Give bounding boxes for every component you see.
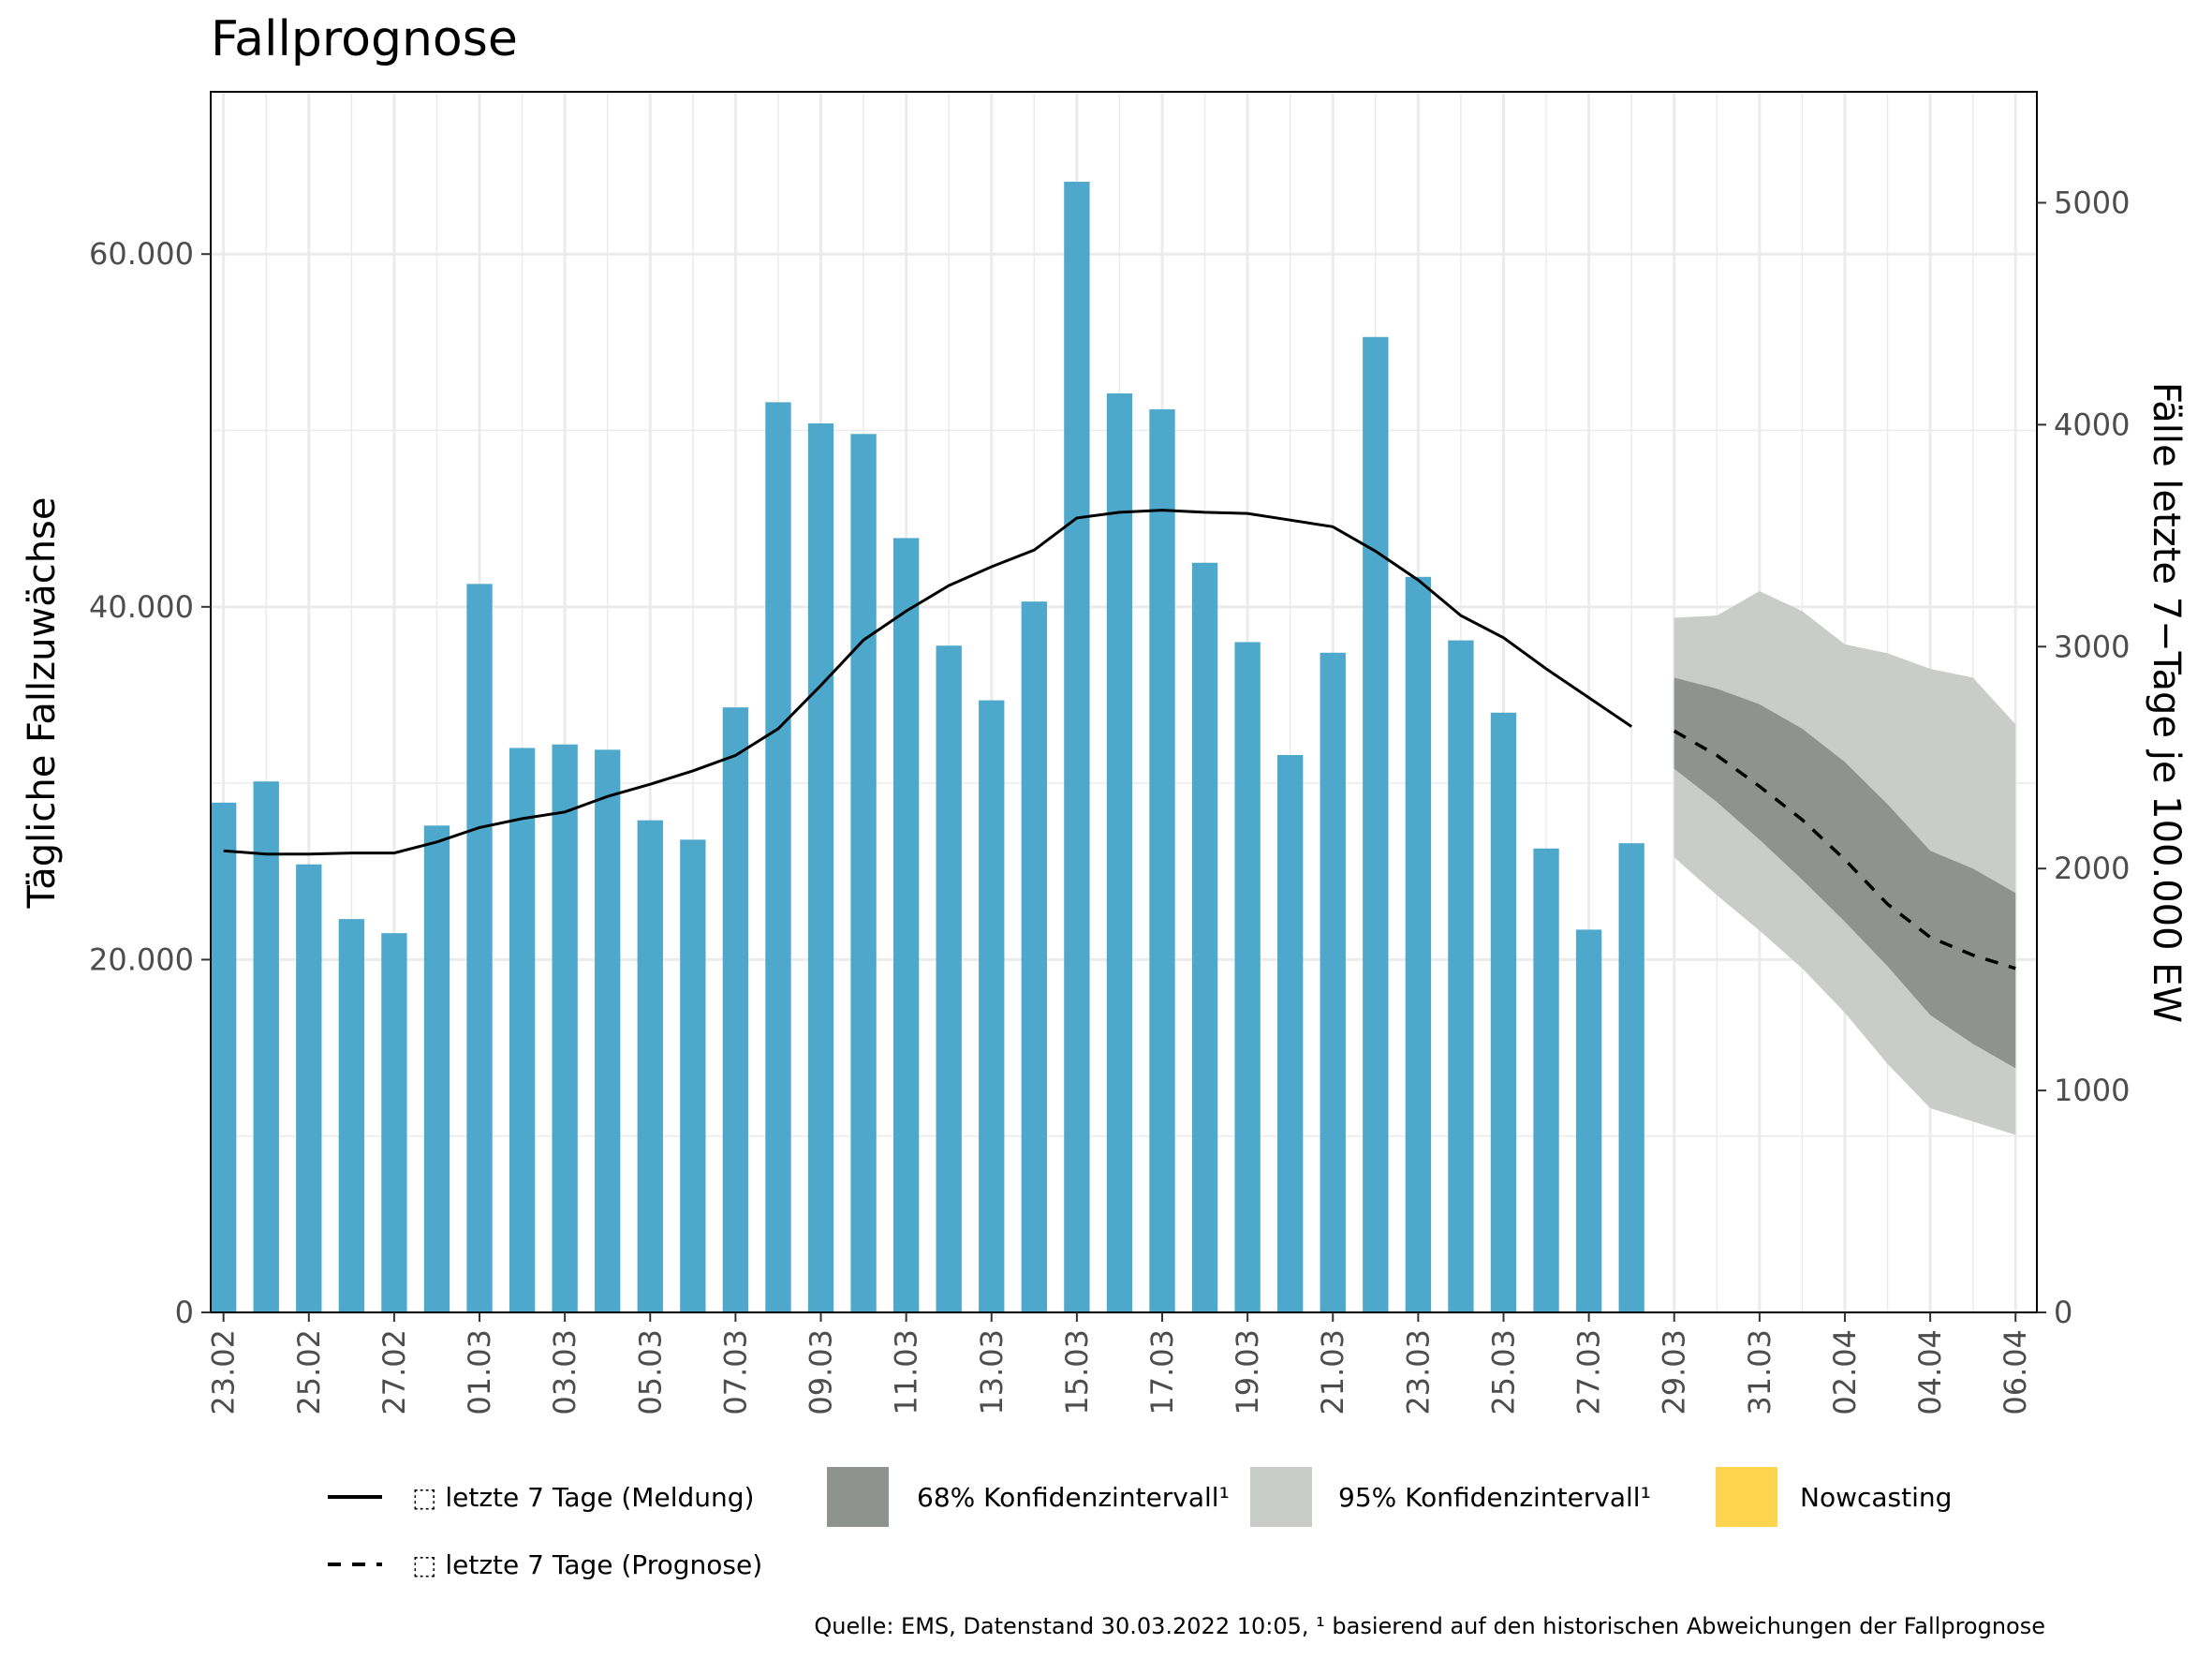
bar [595,749,621,1312]
bar [1191,562,1218,1312]
bar [1448,640,1474,1312]
legend: ⬚ letzte 7 Tage (Meldung) 68% Konfidenzin… [328,1467,1952,1580]
bar [850,434,877,1313]
x-axis: 23.02 25.02 27.02 01.03 03.03 05.03 07.03 09.03… [206,1312,2033,1415]
bar [423,825,450,1312]
bar [680,839,706,1312]
y-axis-right-label: Fälle letzte 7−Tage je 100.000 EW [2145,382,2188,1023]
bar [1618,843,1644,1312]
x-tick-label: 11.03 [889,1329,924,1415]
y-right-tick-label: 3000 [2054,629,2130,664]
bar [979,700,1005,1312]
y-axis-left-label: Tägliche Fallzuwächse [21,496,64,909]
legend-swatch-nowcasting [1716,1467,1777,1527]
bar [1021,601,1047,1312]
bar [552,744,578,1312]
bar [1575,929,1602,1312]
incidence-reported-line [223,509,1633,856]
legend-label-ci68: 68% Konfidenzintervall¹ [917,1482,1230,1513]
y-left-tick-label: 20.000 [89,941,194,977]
bar [807,422,834,1312]
bar [1234,642,1261,1312]
bar [1064,182,1090,1312]
x-tick-label: 13.03 [974,1329,1010,1415]
x-tick-label: 01.03 [462,1329,497,1415]
source-note: Quelle: EMS, Datenstand 30.03.2022 10:05… [814,1613,2045,1639]
y-right-tick-label: 5000 [2054,185,2130,220]
plot-border [210,91,2038,1313]
bar [296,864,322,1312]
chart-title: Fallprognose [211,11,518,67]
bar [1320,652,1346,1312]
ci68-band [1674,677,2016,1069]
legend-label-reported: ⬚ letzte 7 Tage (Meldung) [412,1482,754,1513]
x-tick-label: 27.02 [376,1329,412,1415]
ci68-band-group [1674,677,2016,1069]
bars-group [211,182,1644,1313]
x-tick-label: 09.03 [804,1329,839,1415]
bar [381,933,407,1312]
x-tick-label: 05.03 [632,1329,668,1415]
bar [338,919,365,1312]
right-axis: 0 1000 2000 3000 4000 5000 [2037,185,2130,1330]
lines-group [223,509,2016,970]
y-left-tick-label: 60.000 [89,236,194,272]
bar [722,707,749,1312]
left-axis: 0 20.000 40.000 60.000 [89,236,211,1330]
bar [1106,393,1133,1312]
legend-label-ci95: 95% Konfidenzintervall¹ [1338,1482,1651,1513]
x-tick-label: 04.04 [1912,1329,1948,1415]
bar [1363,336,1389,1313]
x-tick-label: 25.02 [291,1329,327,1415]
legend-swatch-ci68 [827,1467,889,1527]
bar [509,748,536,1312]
y-right-tick-label: 1000 [2054,1073,2130,1108]
x-tick-label: 23.02 [206,1329,242,1415]
legend-label-forecast: ⬚ letzte 7 Tage (Prognose) [412,1549,762,1580]
y-right-tick-label: 2000 [2054,851,2130,886]
bar [1490,712,1517,1312]
y-right-tick-label: 4000 [2054,407,2130,442]
x-tick-label: 06.04 [1998,1329,2033,1415]
x-tick-label: 15.03 [1059,1329,1095,1415]
x-tick-label: 07.03 [717,1329,753,1415]
bar [211,802,237,1312]
x-tick-label: 03.03 [547,1329,582,1415]
x-tick-label: 02.04 [1827,1329,1863,1415]
bar [1277,754,1304,1312]
bar [637,820,663,1312]
x-tick-label: 25.03 [1486,1329,1522,1415]
x-tick-label: 31.03 [1742,1329,1777,1415]
bar [1149,408,1175,1312]
bar [936,645,962,1312]
bar [253,781,279,1312]
bar [765,402,791,1313]
y-right-tick-label: 0 [2054,1295,2072,1330]
bar [1405,576,1432,1312]
x-tick-label: 19.03 [1230,1329,1265,1415]
y-left-tick-label: 0 [175,1295,194,1330]
y-left-tick-label: 40.000 [89,589,194,625]
bar [466,584,493,1312]
x-tick-label: 17.03 [1144,1329,1180,1415]
x-tick-label: 27.03 [1571,1329,1607,1415]
legend-swatch-ci95 [1250,1467,1312,1527]
bar [1533,848,1559,1312]
legend-label-nowcasting: Nowcasting [1800,1482,1952,1513]
x-tick-label: 29.03 [1657,1329,1692,1415]
x-tick-label: 23.03 [1400,1329,1436,1415]
bar [892,538,920,1312]
x-tick-label: 21.03 [1315,1329,1350,1415]
